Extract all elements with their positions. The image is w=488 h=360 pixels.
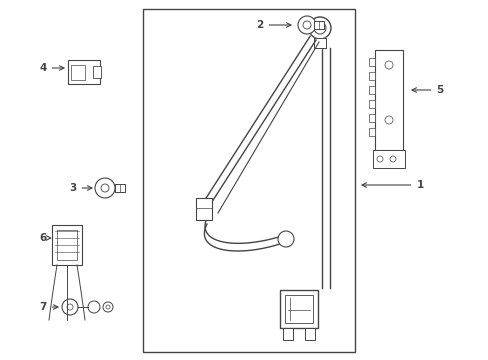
Circle shape (67, 304, 73, 310)
Text: 6: 6 (40, 233, 51, 243)
Bar (372, 150, 404, 168)
Bar (313, 21, 324, 29)
Bar (142, 9, 354, 352)
Bar (196, 198, 212, 220)
Bar (283, 328, 292, 340)
Circle shape (95, 178, 115, 198)
Bar (285, 295, 312, 323)
Circle shape (278, 231, 293, 247)
Circle shape (297, 16, 315, 34)
Text: 2: 2 (256, 20, 290, 30)
Bar (368, 72, 374, 80)
Text: 4: 4 (39, 63, 64, 73)
Bar (368, 100, 374, 108)
Bar (68, 60, 100, 84)
Bar (115, 184, 125, 192)
Bar (305, 328, 314, 340)
Bar (374, 50, 402, 150)
Bar (57, 230, 77, 260)
Circle shape (303, 21, 310, 29)
Text: 7: 7 (39, 302, 58, 312)
Text: 1: 1 (361, 180, 423, 190)
Circle shape (88, 301, 100, 313)
Bar (280, 290, 317, 328)
Bar (71, 65, 85, 80)
Bar (52, 225, 82, 265)
Bar (368, 58, 374, 66)
Circle shape (101, 184, 109, 192)
Bar (93, 66, 101, 78)
Circle shape (62, 299, 78, 315)
Bar (368, 128, 374, 136)
Text: 3: 3 (69, 183, 92, 193)
Text: 5: 5 (411, 85, 443, 95)
Circle shape (103, 302, 113, 312)
Bar (368, 114, 374, 122)
Circle shape (106, 305, 110, 309)
Polygon shape (313, 38, 325, 48)
Bar (368, 86, 374, 94)
